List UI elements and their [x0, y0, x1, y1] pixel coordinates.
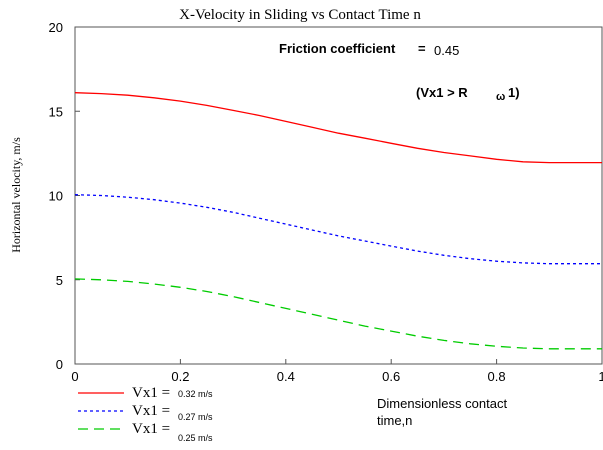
- y-tick-label: 0: [56, 357, 63, 372]
- x-axis-label-line-1: Dimensionless contact: [377, 396, 507, 411]
- plot-frame: [74, 26, 603, 365]
- series-line-3: [74, 278, 602, 350]
- legend-sub-3: 0.25 m/s: [178, 433, 213, 443]
- friction-equals: =: [418, 41, 426, 56]
- chart-title: X-Velocity in Sliding vs Contact Time n: [179, 7, 421, 23]
- y-tick-label: 15: [49, 104, 63, 119]
- x-tick-label: 0: [71, 369, 78, 384]
- condition-end: 1): [508, 85, 520, 100]
- friction-label: Friction coefficient: [279, 41, 396, 56]
- y-axis-label: Horizontal velocity, m/s: [9, 137, 23, 253]
- legend-label-1: Vx1 =: [132, 385, 170, 401]
- friction-annotation: Friction coefficient = 0.45: [279, 41, 459, 58]
- x-tick-label: 1: [598, 369, 603, 384]
- condition-annotation: (Vx1 > R ω 1): [416, 85, 520, 103]
- series-line-1: [74, 92, 602, 164]
- legend-item-2: Vx1 = 0.27 m/s: [78, 403, 213, 422]
- legend-item-3: Vx1 = 0.25 m/s: [78, 421, 213, 443]
- x-axis-label-line-2: time,n: [377, 413, 412, 428]
- y-tick-label: 5: [56, 273, 63, 288]
- friction-value: 0.45: [434, 43, 459, 58]
- legend-item-1: Vx1 = 0.32 m/s: [78, 385, 213, 401]
- condition-sub: ω: [496, 91, 505, 103]
- x-tick-label: 0.2: [171, 369, 189, 384]
- x-tick-label: 0.4: [277, 369, 295, 384]
- y-axis-ticks: 0 5 10 15 20: [49, 20, 80, 372]
- x-axis-ticks: 0 0.2 0.4 0.6 0.8 1: [71, 359, 603, 384]
- legend-sub-2: 0.27 m/s: [178, 412, 213, 422]
- legend-sub-1: 0.32 m/s: [178, 389, 213, 399]
- series-line-2: [74, 194, 602, 265]
- legend-label-2: Vx1 =: [132, 403, 170, 419]
- condition-main: (Vx1 > R: [416, 85, 468, 100]
- y-tick-label: 10: [49, 189, 63, 204]
- y-tick-label: 20: [49, 20, 63, 35]
- x-tick-label: 0.8: [488, 369, 506, 384]
- legend: Vx1 = 0.32 m/s Vx1 = 0.27 m/s Vx1 = 0.25…: [78, 385, 213, 443]
- series-layer: [74, 92, 602, 350]
- legend-label-3: Vx1 =: [132, 421, 170, 437]
- x-tick-label: 0.6: [382, 369, 400, 384]
